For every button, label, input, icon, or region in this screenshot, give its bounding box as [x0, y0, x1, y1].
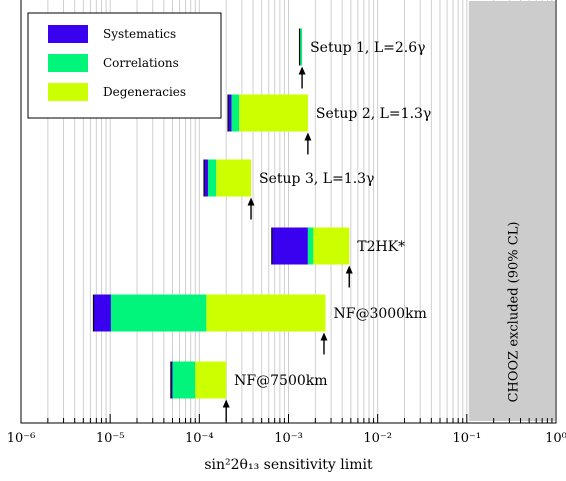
x-tick-labels: 10⁻⁶ 10⁻⁵ 10⁻⁴ 10⁻³ 10⁻² 10⁻¹ 10⁰ — [7, 431, 566, 446]
bar-label: T2HK* — [357, 239, 405, 255]
degeneracies-segment — [239, 94, 308, 132]
x-tick-label: 10⁻² — [363, 431, 392, 446]
legend-label: Correlations — [103, 56, 179, 70]
systematics-segment — [170, 361, 173, 399]
sensitivity-arrow-head — [320, 332, 328, 341]
legend-swatch — [48, 25, 88, 43]
degeneracies-segment — [206, 294, 326, 332]
axis-ticks — [20, 414, 557, 423]
x-axis-label: sin²2θ₁₃ sensitivity limit — [204, 457, 373, 473]
correlations-segment — [172, 361, 196, 399]
sensitivity-arrow-head — [298, 66, 306, 75]
systematics-segment — [228, 94, 232, 132]
sensitivity-arrow-head — [304, 132, 312, 141]
x-tick-label: 10⁻⁶ — [7, 431, 36, 446]
bars — [92, 28, 350, 399]
chooz-excluded-label: CHOOZ excluded (90% CL) — [506, 222, 521, 403]
bar-labels: Setup 1, L=2.6γ Setup 2, L=1.3γ Setup 3, L… — [234, 40, 431, 389]
degeneracies-segment — [313, 227, 350, 265]
correlations-segment — [300, 28, 303, 66]
x-tick-label: 10⁻³ — [274, 431, 303, 446]
sensitivity-arrow-head — [222, 399, 230, 408]
legend: Systematics Correlations Degeneracies — [27, 12, 222, 119]
correlations-segment — [207, 159, 217, 197]
legend-label: Systematics — [103, 27, 176, 41]
legend-swatch — [48, 54, 88, 72]
degeneracies-segment — [216, 159, 252, 197]
arrows — [222, 66, 353, 422]
bar-label: Setup 2, L=1.3γ — [316, 106, 431, 122]
x-tick-label: 10⁻⁴ — [185, 431, 214, 446]
bar-label: NF@7500km — [234, 373, 327, 389]
x-tick-label: 10⁻¹ — [453, 431, 482, 446]
systematics-segment — [204, 159, 208, 197]
correlations-segment — [110, 294, 207, 332]
sensitivity-arrow-head — [345, 265, 353, 274]
systematics-segment — [271, 227, 308, 265]
x-tick-label: 10⁰ — [545, 431, 566, 446]
chooz-excluded-region — [468, 1, 555, 421]
correlations-segment — [231, 94, 240, 132]
legend-label: Degeneracies — [103, 85, 186, 99]
systematics-segment — [93, 294, 111, 332]
degeneracies-segment — [195, 361, 227, 399]
x-tick-label: 10⁻⁵ — [96, 431, 125, 446]
bar-label: Setup 3, L=1.3γ — [259, 171, 374, 187]
correlations-segment — [307, 227, 314, 265]
sensitivity-arrow-head — [247, 197, 255, 206]
legend-swatch — [48, 83, 88, 101]
bar-label: NF@3000km — [334, 306, 427, 322]
bar-label: Setup 1, L=2.6γ — [310, 40, 425, 56]
